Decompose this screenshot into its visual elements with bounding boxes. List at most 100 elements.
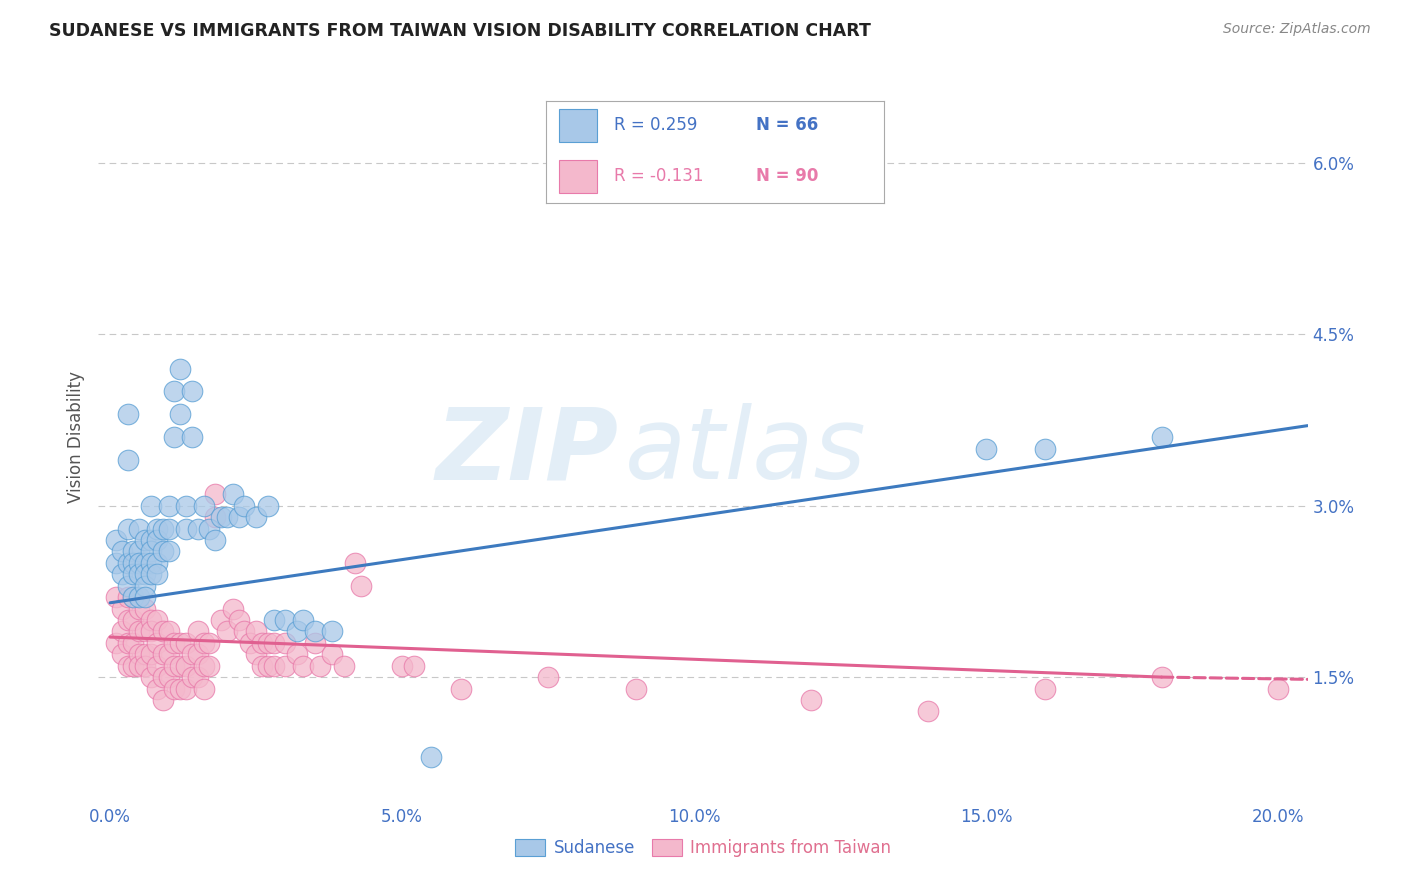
Point [204, 487, 226, 501]
Point [111, 601, 134, 615]
Point [198, 521, 221, 535]
Point [122, 556, 145, 570]
Point [245, 647, 267, 661]
Point [169, 407, 191, 421]
Point [146, 681, 169, 696]
Point [974, 442, 997, 456]
Point [169, 361, 191, 376]
Point [146, 521, 169, 535]
Point [187, 670, 209, 684]
Point [174, 658, 197, 673]
Point [104, 590, 127, 604]
Point [117, 407, 139, 421]
Point [285, 624, 308, 639]
Y-axis label: Vision Disability: Vision Disability [66, 371, 84, 503]
Point [285, 647, 308, 661]
Point [204, 510, 226, 524]
Point [187, 624, 209, 639]
Point [157, 521, 180, 535]
Point [139, 670, 162, 684]
Point [128, 556, 150, 570]
Point [174, 521, 197, 535]
Point [157, 544, 180, 558]
Point [263, 613, 285, 627]
Point [174, 681, 197, 696]
Text: Source: ZipAtlas.com: Source: ZipAtlas.com [1223, 22, 1371, 37]
Point [209, 613, 232, 627]
Point [134, 590, 156, 604]
Point [152, 647, 174, 661]
Point [104, 533, 127, 547]
Point [134, 567, 156, 582]
Point [228, 613, 250, 627]
Point [402, 658, 425, 673]
Point [122, 567, 145, 582]
Point [245, 510, 267, 524]
Point [274, 636, 297, 650]
Point [104, 556, 127, 570]
Point [204, 533, 226, 547]
Point [420, 750, 443, 764]
Point [111, 624, 134, 639]
Point [134, 601, 156, 615]
Point [222, 487, 245, 501]
Point [180, 384, 202, 399]
Point [917, 705, 939, 719]
Point [450, 681, 472, 696]
Point [274, 658, 297, 673]
Point [152, 544, 174, 558]
Point [233, 499, 256, 513]
Point [128, 567, 150, 582]
Point [169, 658, 191, 673]
Point [128, 624, 150, 639]
Point [263, 658, 285, 673]
Point [122, 544, 145, 558]
Point [117, 658, 139, 673]
Point [180, 647, 202, 661]
Point [180, 430, 202, 444]
Text: ZIP: ZIP [436, 403, 619, 500]
Point [117, 453, 139, 467]
Point [193, 658, 215, 673]
Point [222, 601, 245, 615]
Point [256, 499, 278, 513]
Point [128, 521, 150, 535]
Point [128, 601, 150, 615]
Point [321, 647, 343, 661]
Point [117, 636, 139, 650]
Point [157, 670, 180, 684]
Point [187, 521, 209, 535]
Point [1033, 442, 1056, 456]
Point [193, 499, 215, 513]
Point [263, 636, 285, 650]
Legend: Sudanese, Immigrants from Taiwan: Sudanese, Immigrants from Taiwan [509, 832, 897, 864]
Point [198, 636, 221, 650]
Point [304, 636, 326, 650]
Point [134, 647, 156, 661]
Point [111, 567, 134, 582]
Point [800, 693, 823, 707]
Point [146, 658, 169, 673]
Point [187, 647, 209, 661]
Point [193, 681, 215, 696]
Point [134, 579, 156, 593]
Point [134, 658, 156, 673]
Point [193, 636, 215, 650]
Point [250, 658, 273, 673]
Point [163, 430, 186, 444]
Point [139, 647, 162, 661]
Point [122, 590, 145, 604]
Point [139, 556, 162, 570]
Point [1150, 670, 1173, 684]
Point [117, 579, 139, 593]
Point [122, 658, 145, 673]
Point [228, 510, 250, 524]
Point [152, 693, 174, 707]
Point [146, 613, 169, 627]
Point [163, 384, 186, 399]
Point [332, 658, 354, 673]
Point [134, 533, 156, 547]
Point [157, 499, 180, 513]
Point [139, 624, 162, 639]
Point [134, 556, 156, 570]
